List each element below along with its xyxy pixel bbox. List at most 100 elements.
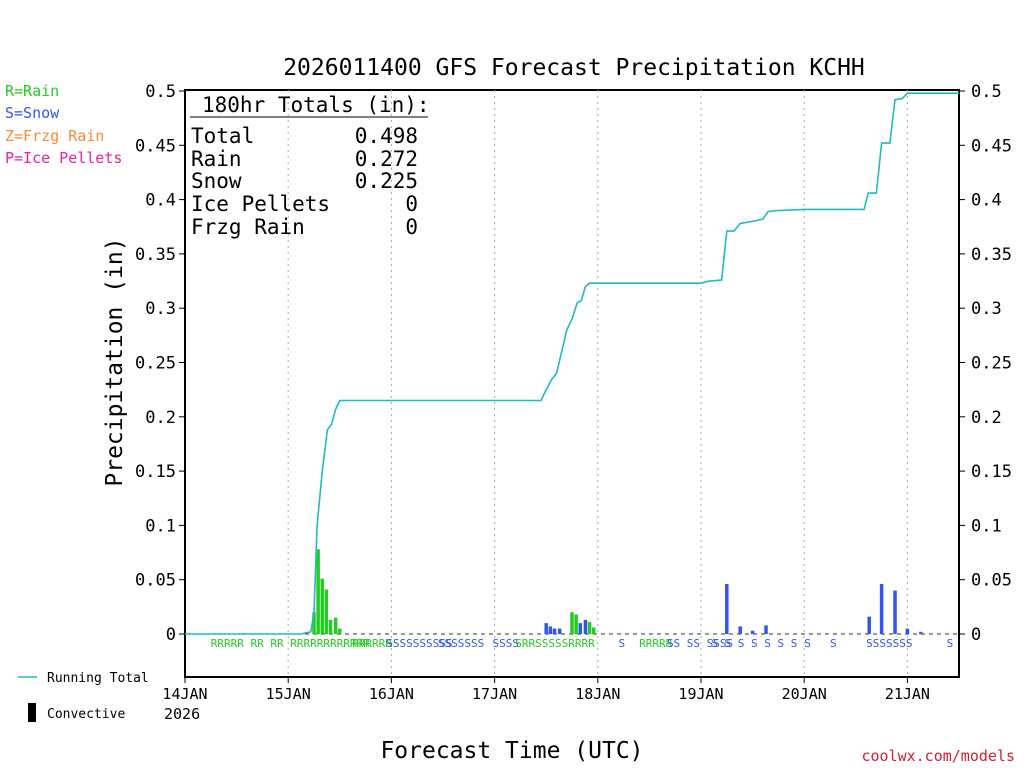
type-letters-6: S — [618, 637, 625, 650]
totals-total-value: 0.498 — [355, 124, 418, 148]
y-tick-label-right-3: 0.15 — [971, 462, 1012, 482]
vertical-gridlines — [287, 90, 908, 677]
snow-bar-9 — [764, 625, 768, 634]
rain-bar-7 — [570, 612, 574, 634]
site-credit: coolwx.com/models — [861, 747, 1015, 765]
totals-rain-label: Rain — [191, 147, 242, 171]
totals-ice-pellets-value: 0 — [405, 192, 418, 216]
y-axes: 0 00.05 0.050.1 0.10.15 0.150.2 0.20.25 0.250.… — [135, 82, 1012, 645]
x-axis-title: Forecast Time (UTC) — [380, 738, 643, 764]
y-tick-label-right-4: 0.2 — [971, 408, 1002, 428]
totals-box: 180hr Totals (in): Total 0.498 Rain 0.27… — [190, 93, 430, 239]
y-tick-label-left-6: 0.3 — [145, 299, 176, 319]
y-tick-label-right-7: 0.35 — [971, 245, 1012, 265]
totals-header: 180hr Totals (in): — [202, 93, 430, 117]
snow-bar-4 — [578, 623, 583, 634]
legend-frzg-rain: Z=Frzg Rain — [5, 127, 104, 145]
type-letters-12: SSSSSSS — [866, 637, 912, 650]
type-letters-2: SSSSSSSSSS — [386, 637, 452, 650]
y-tick-label-left-1: 0.05 — [135, 571, 176, 591]
rain-bar-0 — [312, 612, 316, 634]
totals-frzg-rain-value: 0 — [405, 215, 418, 239]
legend-rain: R=Rain — [5, 82, 59, 100]
type-letters-11: S — [830, 637, 837, 650]
type-letters-3: SSSSSSS — [438, 637, 484, 650]
type-letters-9: S S S S S S S — [711, 637, 797, 650]
rain-bar-4 — [328, 619, 333, 634]
rain-bar-1 — [316, 549, 320, 634]
year-label: 2026 — [164, 705, 200, 723]
y-tick-label-right-10: 0.5 — [971, 82, 1002, 102]
x-tick-label-6: 20JAN — [782, 685, 827, 703]
y-tick-label-left-5: 0.25 — [135, 354, 176, 374]
type-letters-8: SS SS SSSS — [667, 637, 733, 650]
type-letters-4: SSSS — [493, 637, 520, 650]
legend-convective: Convective — [47, 707, 125, 722]
snow-bar-5 — [583, 619, 588, 634]
snow-bar-8 — [750, 630, 755, 634]
snow-bar-13 — [905, 628, 910, 634]
snow-bar-14 — [919, 631, 923, 634]
rain-bar-9 — [587, 622, 592, 634]
snow-bar-3 — [557, 628, 562, 634]
y-tick-label-left-9: 0.45 — [135, 136, 176, 156]
x-tick-label-1: 15JAN — [266, 685, 311, 703]
y-tick-label-left-3: 0.15 — [135, 462, 176, 482]
snow-bar-10 — [867, 616, 871, 634]
totals-snow-value: 0.225 — [355, 169, 418, 193]
y-tick-label-right-2: 0.1 — [971, 516, 1002, 536]
totals-total-label: Total — [191, 124, 254, 148]
type-letters-5: SRRSSSSSRRRR — [515, 637, 595, 650]
type-letters-1: RRRRRR — [352, 637, 392, 650]
x-tick-label-5: 19JAN — [678, 685, 723, 703]
y-tick-label-left-0: 0 — [166, 625, 176, 645]
totals-frzg-rain-label: Frzg Rain — [191, 215, 305, 239]
x-axis: 14JAN 15JAN 16JAN 17JAN 18JAN 19JAN 20JAN 21JAN — [162, 677, 930, 703]
snow-bar-6 — [725, 584, 729, 634]
x-tick-label-0: 14JAN — [162, 685, 207, 703]
rain-bar-6 — [338, 628, 342, 634]
y-tick-label-left-8: 0.4 — [145, 191, 176, 211]
rain-bar-3 — [324, 589, 329, 634]
type-letters-7: RRRRR — [639, 637, 672, 650]
y-tick-label-right-5: 0.25 — [971, 354, 1012, 374]
y-tick-label-right-0: 0 — [971, 625, 981, 645]
rain-bar-5 — [333, 617, 338, 634]
type-letters-10: S — [804, 637, 811, 650]
y-tick-label-left-2: 0.1 — [145, 516, 176, 536]
y-tick-label-right-1: 0.05 — [971, 571, 1012, 591]
snow-bar-11 — [879, 584, 884, 634]
snow-bar-2 — [552, 628, 557, 634]
snow-bar-0 — [544, 623, 548, 634]
rain-bar-8 — [574, 614, 578, 634]
x-tick-label-7: 21JAN — [885, 685, 930, 703]
type-letters-0: RRRRR RR RR RRRRRRRRRRRR — [211, 637, 370, 650]
y-tick-label-right-6: 0.3 — [971, 299, 1002, 319]
totals-rain-value: 0.272 — [355, 147, 418, 171]
precip-type-row: RRRRR RR RR RRRRRRRRRRRRRRRRRRSSSSSSSSSS… — [211, 637, 953, 650]
precip-bars — [312, 549, 923, 634]
rain-bar-10 — [591, 627, 596, 634]
x-tick-label-2: 16JAN — [369, 685, 414, 703]
legend-snow: S=Snow — [5, 104, 60, 122]
x-tick-label-4: 18JAN — [575, 685, 620, 703]
totals-snow-label: Snow — [191, 169, 242, 193]
totals-ice-pellets-label: Ice Pellets — [191, 192, 330, 216]
precip-type-legend: R=Rain S=Snow Z=Frzg Rain P=Ice Pellets — [5, 82, 122, 167]
snow-bar-12 — [893, 590, 897, 634]
y-tick-label-left-4: 0.2 — [145, 408, 176, 428]
convective-swatch — [28, 703, 36, 722]
legend-ice-pellets: P=Ice Pellets — [5, 149, 122, 167]
line-legend: Running Total Convective — [18, 671, 149, 722]
y-tick-label-right-8: 0.4 — [971, 191, 1002, 211]
running-total-line — [185, 92, 959, 635]
snow-bar-7 — [738, 626, 742, 634]
y-tick-label-right-9: 0.45 — [971, 136, 1012, 156]
chart-title: 2026011400 GFS Forecast Precipitation KC… — [283, 55, 865, 81]
y-tick-label-left-7: 0.35 — [135, 245, 176, 265]
y-axis-title: Precipitation (in) — [102, 237, 128, 486]
plot-frame — [184, 89, 960, 678]
type-letters-13: S — [947, 637, 954, 650]
legend-running-total: Running Total — [47, 671, 149, 686]
